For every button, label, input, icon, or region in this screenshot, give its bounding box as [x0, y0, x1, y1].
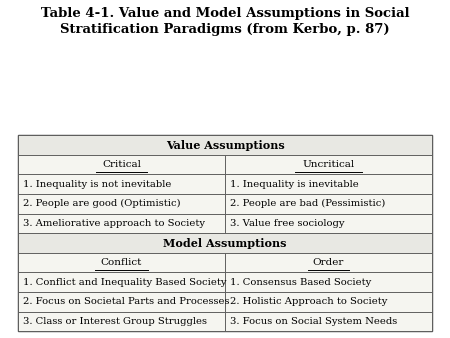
Bar: [225, 174, 432, 194]
Text: 2. People are bad (Pessimistic): 2. People are bad (Pessimistic): [230, 199, 386, 208]
Bar: [225, 214, 432, 233]
Bar: [18, 194, 225, 214]
Text: Value Assumptions: Value Assumptions: [166, 140, 284, 150]
Text: 3. Class or Interest Group Struggles: 3. Class or Interest Group Struggles: [23, 317, 207, 326]
Text: 3. Value free sociology: 3. Value free sociology: [230, 219, 345, 228]
Text: 2. People are good (Optimistic): 2. People are good (Optimistic): [23, 199, 181, 208]
Bar: [18, 135, 432, 155]
Bar: [18, 312, 225, 331]
Bar: [18, 135, 432, 331]
Bar: [18, 214, 225, 233]
Bar: [18, 174, 225, 194]
Text: 3. Ameliorative approach to Society: 3. Ameliorative approach to Society: [23, 219, 205, 228]
Text: Model Assumptions: Model Assumptions: [163, 238, 287, 248]
Text: 1. Inequality is not inevitable: 1. Inequality is not inevitable: [23, 180, 172, 189]
Bar: [225, 194, 432, 214]
Text: Order: Order: [313, 258, 344, 267]
Text: 2. Focus on Societal Parts and Processes: 2. Focus on Societal Parts and Processes: [23, 297, 230, 306]
Bar: [225, 312, 432, 331]
Bar: [18, 253, 225, 272]
Text: 1. Inequality is inevitable: 1. Inequality is inevitable: [230, 180, 359, 189]
Bar: [225, 272, 432, 292]
Bar: [225, 155, 432, 174]
Text: 2. Holistic Approach to Society: 2. Holistic Approach to Society: [230, 297, 388, 306]
Text: Table 4-1. Value and Model Assumptions in Social
Stratification Paradigms (from : Table 4-1. Value and Model Assumptions i…: [40, 7, 410, 36]
Bar: [18, 272, 225, 292]
Text: 1. Conflict and Inequality Based Society: 1. Conflict and Inequality Based Society: [23, 278, 227, 287]
Text: Conflict: Conflict: [101, 258, 142, 267]
Text: 1. Consensus Based Society: 1. Consensus Based Society: [230, 278, 372, 287]
Text: Uncritical: Uncritical: [302, 160, 355, 169]
Bar: [18, 292, 225, 312]
Bar: [18, 155, 225, 174]
Bar: [225, 253, 432, 272]
Bar: [18, 233, 432, 253]
Text: 3. Focus on Social System Needs: 3. Focus on Social System Needs: [230, 317, 398, 326]
Text: Critical: Critical: [102, 160, 141, 169]
Bar: [225, 292, 432, 312]
